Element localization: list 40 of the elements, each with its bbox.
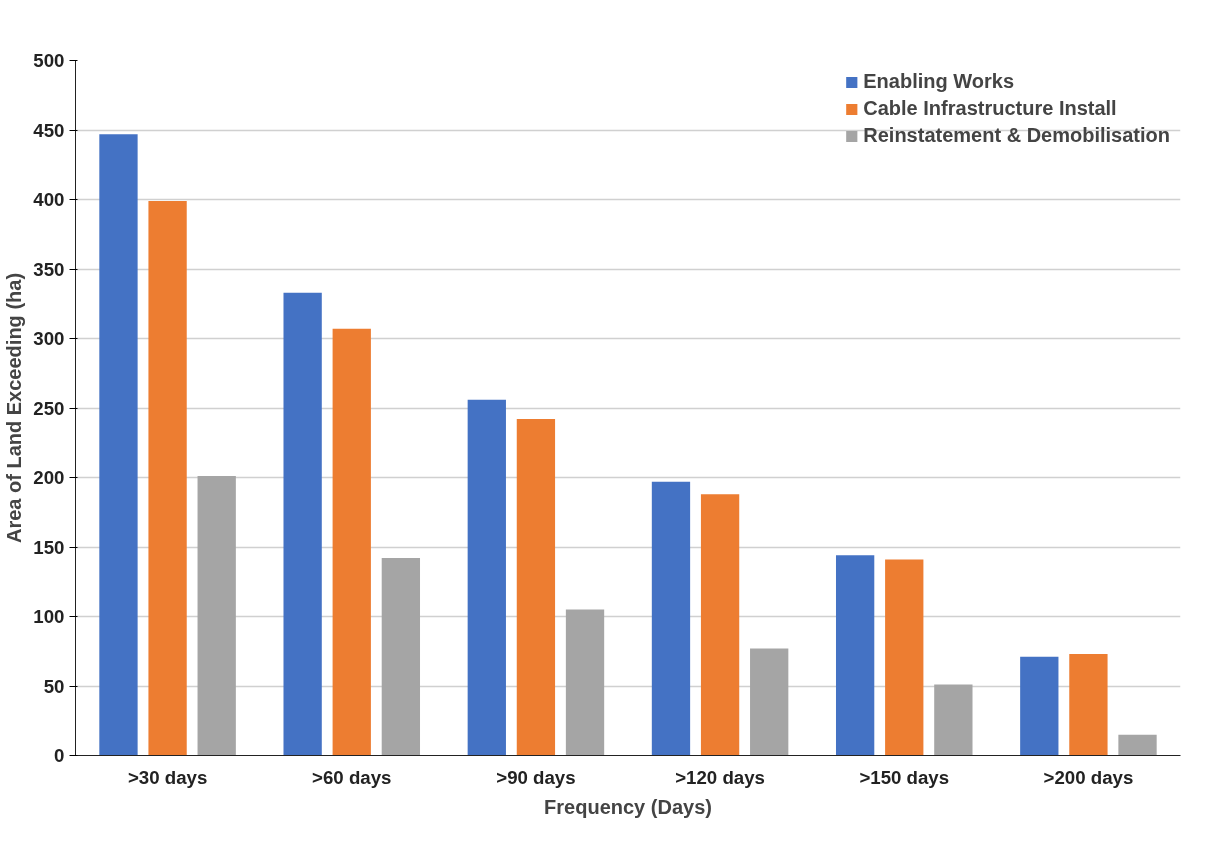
y-tick-label: 400 [33, 189, 65, 210]
x-tick-label: >150 days [859, 766, 950, 788]
y-tick-label: 50 [43, 675, 65, 697]
y-tick-label: 500 [33, 50, 65, 71]
bar [99, 134, 138, 756]
bar [148, 200, 187, 756]
bar [885, 559, 924, 756]
bar [381, 558, 421, 756]
x-tick-label: >200 days [1043, 766, 1134, 788]
bar [283, 292, 322, 756]
x-tick-label: >60 days [312, 766, 392, 788]
bar [700, 494, 740, 756]
bar [467, 399, 506, 756]
bar [835, 555, 875, 756]
x-axis-title: Frequency (Days) [544, 795, 712, 818]
bar [750, 648, 789, 756]
y-tick-label: 100 [33, 606, 65, 627]
y-tick-label: 300 [33, 328, 65, 349]
y-tick-label: 450 [33, 119, 65, 141]
bar [1020, 656, 1059, 756]
y-tick-label: 350 [33, 258, 65, 280]
x-tick-label: >120 days [675, 766, 765, 788]
bar [1118, 734, 1157, 756]
bar [516, 419, 556, 756]
bar [332, 328, 371, 756]
bar [1069, 654, 1108, 756]
bar [651, 481, 691, 756]
bar [197, 476, 236, 756]
legend-label: Reinstatement & Demobilisation [863, 124, 1170, 147]
legend-label: Cable Infrastructure Install [863, 97, 1117, 120]
y-tick-label: 0 [54, 745, 65, 766]
x-tick-label: >30 days [127, 766, 208, 788]
y-tick-label: 150 [33, 536, 65, 558]
bar [934, 684, 973, 756]
y-axis-title: Area of Land Exceeding (ha) [3, 272, 26, 544]
x-tick-label: >90 days [496, 766, 576, 788]
y-tick-label: 200 [33, 467, 65, 488]
bar [565, 609, 605, 756]
legend-label: Enabling Works [863, 70, 1015, 93]
y-tick-label: 250 [33, 397, 65, 419]
